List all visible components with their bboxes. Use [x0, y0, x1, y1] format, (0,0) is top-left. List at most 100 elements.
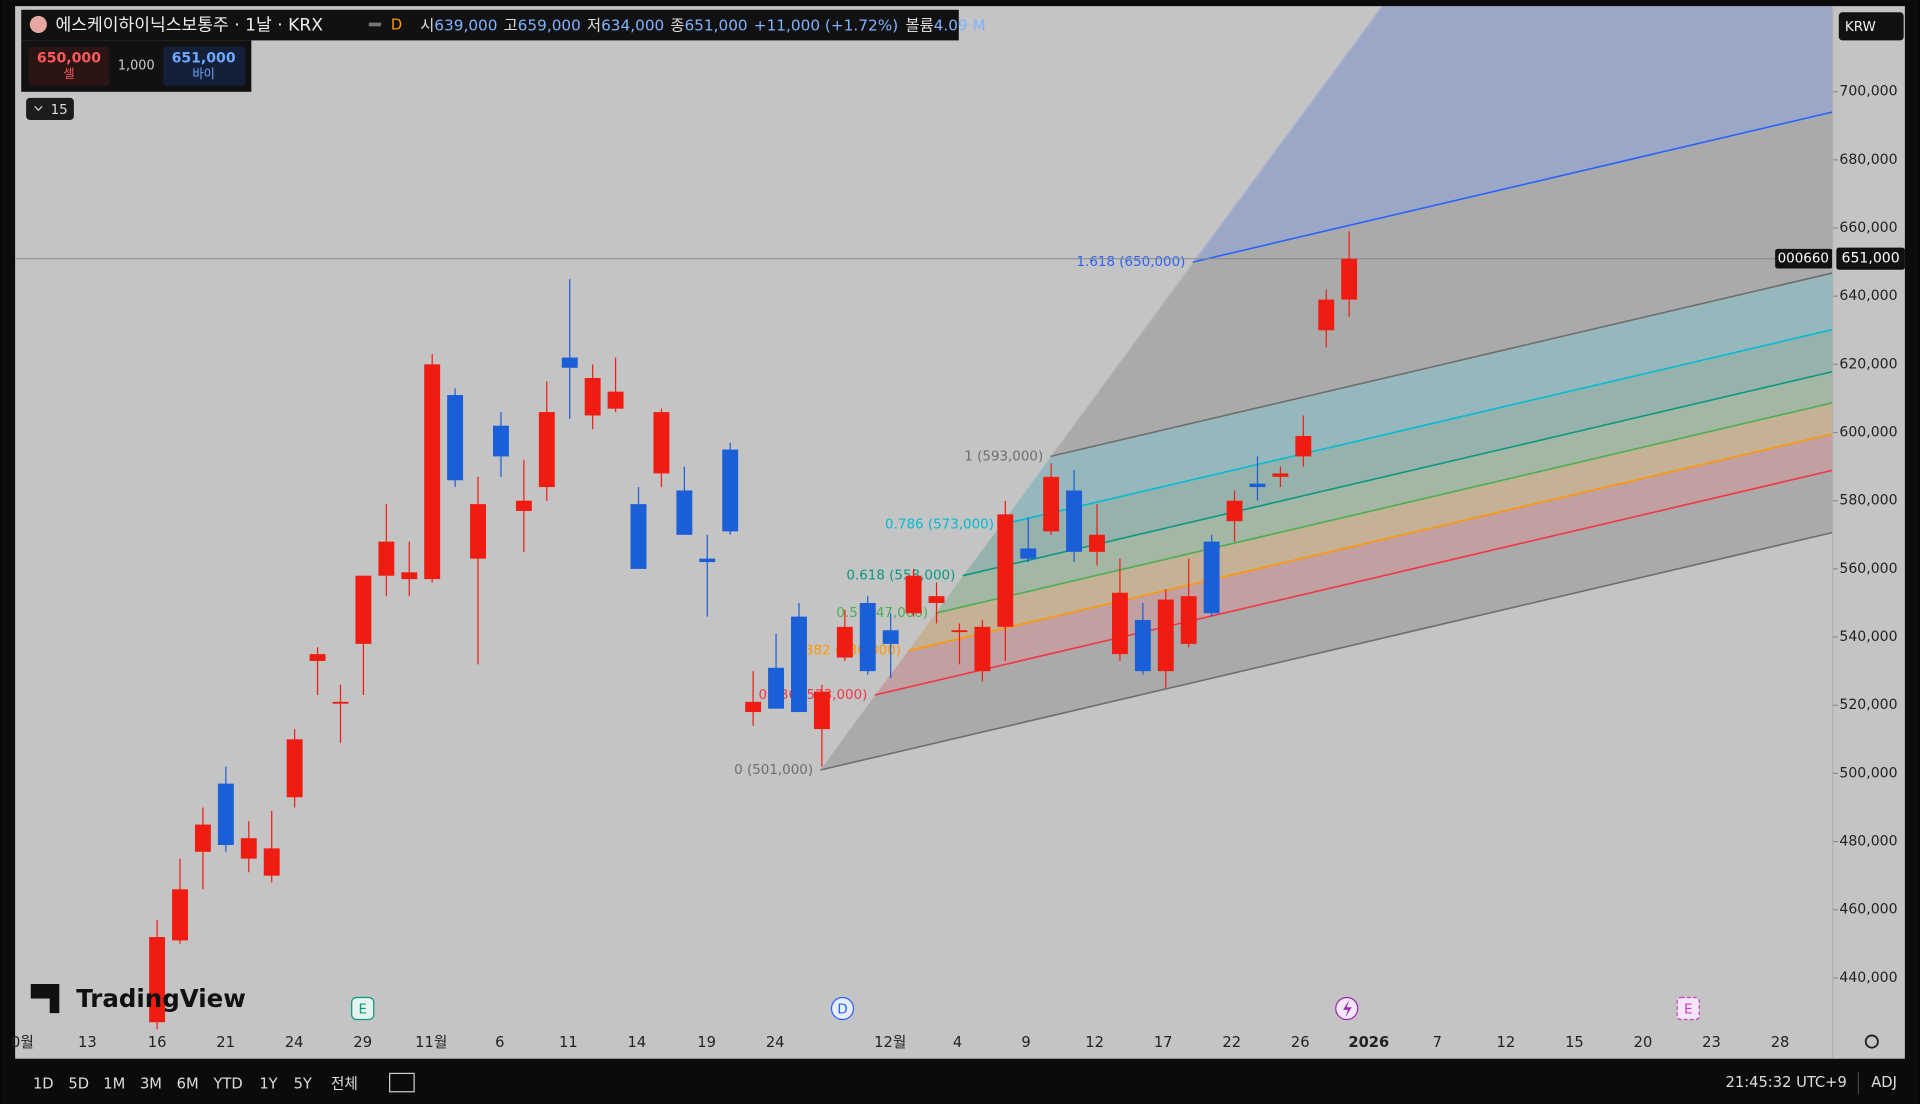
symbol-logo [29, 15, 47, 34]
candle-body [172, 889, 188, 941]
x-tick-label: 2026 [1348, 1034, 1389, 1051]
y-tick-label: 620,000 [1839, 356, 1897, 372]
event-dividend[interactable] [830, 996, 855, 1021]
lightning-icon [1343, 999, 1352, 1018]
high-label: 고 [504, 16, 518, 34]
fib-line [874, 469, 1833, 696]
event-earnings[interactable] [351, 996, 375, 1021]
x-tick-label: 0월 [11, 1034, 34, 1051]
candle-body [1203, 541, 1220, 614]
range-button[interactable]: 1M [103, 1075, 125, 1092]
candle-body [1180, 596, 1197, 644]
high: 659,000 [518, 16, 581, 34]
x-tick-label: 9 [1021, 1034, 1030, 1051]
fib-line [962, 370, 1833, 577]
x-tick-label: 6 [495, 1034, 504, 1051]
sell-label: 셀 [63, 67, 74, 81]
price-tag-symbol-box [1775, 248, 1833, 269]
range-button[interactable]: 1Y [259, 1075, 277, 1092]
volume-label: 볼륨 [906, 16, 934, 34]
x-tick-label: 12월 [874, 1034, 906, 1051]
fib-band [962, 329, 1833, 576]
x-tick-label: 29 [353, 1034, 372, 1051]
candle-body [607, 391, 624, 409]
candle-body [882, 630, 899, 644]
y-tick-label: 560,000 [1839, 561, 1897, 577]
symbol[interactable]: 에스케이하이닉스보통주 · 1날 · KRX [56, 16, 324, 36]
candle-body [813, 691, 830, 730]
x-tick-label: 20 [1634, 1034, 1653, 1051]
candle-body [424, 364, 441, 580]
volume: 4.09 M [934, 16, 986, 34]
candle-body [149, 937, 166, 1023]
currency-box[interactable] [1838, 12, 1904, 41]
candle-body [699, 558, 716, 563]
candle-body [997, 514, 1014, 627]
candle-body [1341, 258, 1358, 300]
y-tick-label: 460,000 [1839, 902, 1897, 918]
fib-label: 1 (593,000) [964, 449, 1043, 464]
candle-body [561, 357, 578, 368]
buy-button[interactable] [163, 46, 246, 86]
fib-label: 0.618 (558,000) [846, 569, 955, 584]
candle-body [859, 602, 876, 672]
x-tick-label: 26 [1291, 1034, 1310, 1051]
candle-body [1066, 490, 1083, 552]
adj[interactable]: ADJ [1871, 1074, 1897, 1091]
range-button[interactable]: 1D [33, 1075, 54, 1092]
spread: 1,000 [118, 59, 155, 74]
currency: KRW [1845, 20, 1876, 35]
fib-band [820, 470, 1833, 771]
candle-body [836, 626, 853, 658]
x-tick-label: 4 [953, 1034, 962, 1051]
candle-body [1089, 534, 1105, 552]
event-earnings-future[interactable] [1676, 996, 1700, 1021]
range-button[interactable]: 5Y [294, 1075, 312, 1092]
candle-body [493, 425, 509, 457]
fib-line [935, 401, 1833, 614]
candle-body [240, 838, 257, 859]
x-tick-label: 17 [1154, 1034, 1173, 1051]
event-label: D [837, 1003, 847, 1018]
range-button[interactable]: 6M [177, 1075, 199, 1092]
candle-body [355, 575, 372, 644]
range-button[interactable]: 5D [68, 1075, 89, 1092]
candle-body [791, 616, 807, 713]
sell-price: 650,000 [37, 51, 101, 67]
x-tick-label: 7 [1433, 1034, 1442, 1051]
footer: 1D 5D 1M 3M 6M YTD 1Y 5Y 전체 [33, 1075, 358, 1092]
fib-band [908, 402, 1833, 651]
candle-body [745, 701, 762, 713]
fib-line [1050, 272, 1833, 458]
close-label: 종 [670, 16, 684, 34]
x-tick-label: 23 [1702, 1034, 1721, 1051]
x-tick-label: 21 [216, 1034, 235, 1051]
y-tick-label: 660,000 [1839, 220, 1897, 236]
candle-body [1272, 473, 1289, 477]
x-tick-label: 15 [1565, 1034, 1584, 1051]
sell-button[interactable] [28, 46, 110, 86]
low-label: 저 [587, 16, 601, 34]
range-button[interactable]: YTD [212, 1075, 242, 1092]
range-button[interactable]: 전체 [331, 1075, 358, 1092]
candle-body [1226, 500, 1243, 522]
y-tick-label: 520,000 [1839, 697, 1897, 713]
candle-body [470, 504, 486, 559]
date-range-icon[interactable] [389, 1072, 415, 1093]
chart-area [15, 6, 1905, 1059]
fib-label: 0.236 (523,000) [759, 688, 868, 703]
indicator-toggle[interactable] [26, 97, 74, 120]
fib-line [1192, 111, 1833, 263]
candle-body [515, 500, 532, 511]
x-tick-label: 11월 [415, 1034, 447, 1051]
plot: 0 (501,000)0.236 (523,000)0.382 (536,000… [11, 6, 1905, 1051]
watermark-logo: ▀▌ [30, 984, 69, 1014]
range-button[interactable]: 3M [140, 1075, 162, 1092]
candle-body [286, 739, 303, 798]
fib-label: 0 (501,000) [734, 763, 813, 778]
y-tick-label: 680,000 [1839, 152, 1897, 168]
candle-body [378, 541, 395, 576]
indicators-count: 15 [51, 103, 68, 118]
settings-icon[interactable] [1864, 1034, 1879, 1049]
